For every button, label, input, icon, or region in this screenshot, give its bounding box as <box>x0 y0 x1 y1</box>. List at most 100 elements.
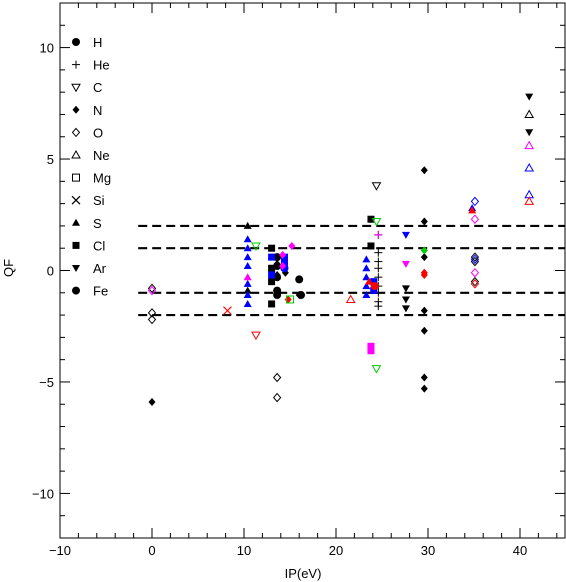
data-point <box>524 140 535 150</box>
data-point <box>371 217 382 227</box>
x-tick-label: 0 <box>148 543 155 558</box>
plot-border <box>59 2 566 539</box>
data-point <box>284 295 292 304</box>
data-point <box>371 182 382 191</box>
data-point <box>401 285 410 293</box>
y-tick-label: 0 <box>47 264 54 279</box>
data-point <box>268 271 276 279</box>
data-point <box>243 235 252 243</box>
y-axis: −10 −5 0 5 10 <box>32 2 565 539</box>
data-point <box>374 273 383 282</box>
data-point <box>362 264 371 272</box>
legend-label: He <box>93 58 110 73</box>
data-point <box>420 384 428 393</box>
open-square-marker <box>72 173 80 182</box>
legend-label: N <box>93 103 102 118</box>
data-point <box>243 273 252 281</box>
y-tick-label: −10 <box>32 486 54 501</box>
y-axis-label: QF <box>1 259 16 277</box>
data-point <box>367 242 375 250</box>
data-point <box>370 282 379 291</box>
legend: H He CNO Ne Mg Si S Cl Ar Fe <box>71 35 111 299</box>
y-tick-label: 5 <box>47 152 54 167</box>
data-point <box>525 93 534 101</box>
data-point <box>272 392 282 403</box>
data-point <box>272 372 282 383</box>
data-point <box>297 291 306 300</box>
data-point <box>362 273 371 281</box>
legend-label: Cl <box>93 238 105 253</box>
data-point <box>420 326 428 335</box>
data-point <box>273 253 282 262</box>
data-point <box>468 206 477 214</box>
x-tick-label: 30 <box>421 543 435 558</box>
data-point <box>420 373 428 382</box>
legend-label: H <box>93 35 102 50</box>
data-point <box>147 314 157 325</box>
data-point <box>401 260 410 268</box>
data-point <box>268 244 276 252</box>
data-point <box>370 278 378 286</box>
open-diamond-marker <box>71 127 81 138</box>
data-point <box>362 282 371 290</box>
data-point <box>268 264 276 272</box>
data-point <box>268 253 276 261</box>
y-tick-label: 10 <box>40 41 54 56</box>
legend-label: O <box>93 125 103 140</box>
x-tick-label: 10 <box>237 543 251 558</box>
data-point <box>279 250 287 259</box>
data-point <box>243 244 252 252</box>
legend-label: Ar <box>93 261 107 276</box>
data-point <box>420 166 428 175</box>
data-point <box>148 398 156 407</box>
filled-diamond-marker <box>72 105 80 114</box>
data-point <box>420 253 428 262</box>
data-point <box>374 230 383 239</box>
filled-circle-marker <box>72 38 80 46</box>
data-point <box>268 278 276 286</box>
filled-square-marker <box>72 241 80 249</box>
data-point <box>243 262 252 270</box>
filled-triangle-up-marker <box>72 218 80 226</box>
data-point <box>470 252 480 262</box>
data-point <box>243 299 252 307</box>
data-point <box>374 257 383 266</box>
x-tick-label: 40 <box>513 543 527 558</box>
data-point <box>470 214 480 224</box>
data-point <box>374 302 383 311</box>
data-point <box>420 270 428 279</box>
data-point <box>295 275 304 284</box>
data-point <box>524 109 535 118</box>
data-point <box>524 162 535 172</box>
data-point <box>365 277 374 285</box>
data-point <box>401 231 410 239</box>
data-point <box>401 296 410 304</box>
data-point <box>524 196 535 205</box>
data-point <box>280 260 288 268</box>
data-point <box>147 283 157 294</box>
filled-triangle-down-marker <box>72 265 80 272</box>
y-tick-label: −5 <box>39 375 54 390</box>
data-point <box>367 347 375 355</box>
data-point <box>280 253 288 261</box>
x-tick-label: 20 <box>329 543 343 558</box>
data-point <box>470 267 480 278</box>
data-point <box>273 291 282 300</box>
plus-marker <box>72 60 80 69</box>
data-point <box>345 294 356 303</box>
x-axis: −10 0 10 20 30 40 <box>49 3 558 558</box>
data-point <box>286 295 294 304</box>
data-point <box>362 291 371 299</box>
data-point <box>268 300 276 308</box>
data-point <box>243 279 252 287</box>
data-point <box>470 279 480 289</box>
data-point <box>420 306 428 315</box>
data-point <box>251 242 261 251</box>
data-point <box>525 129 534 137</box>
data-point <box>243 291 252 299</box>
data-point <box>420 217 428 226</box>
legend-label: Mg <box>93 171 111 186</box>
data-point <box>273 259 281 268</box>
data-point <box>470 196 480 207</box>
